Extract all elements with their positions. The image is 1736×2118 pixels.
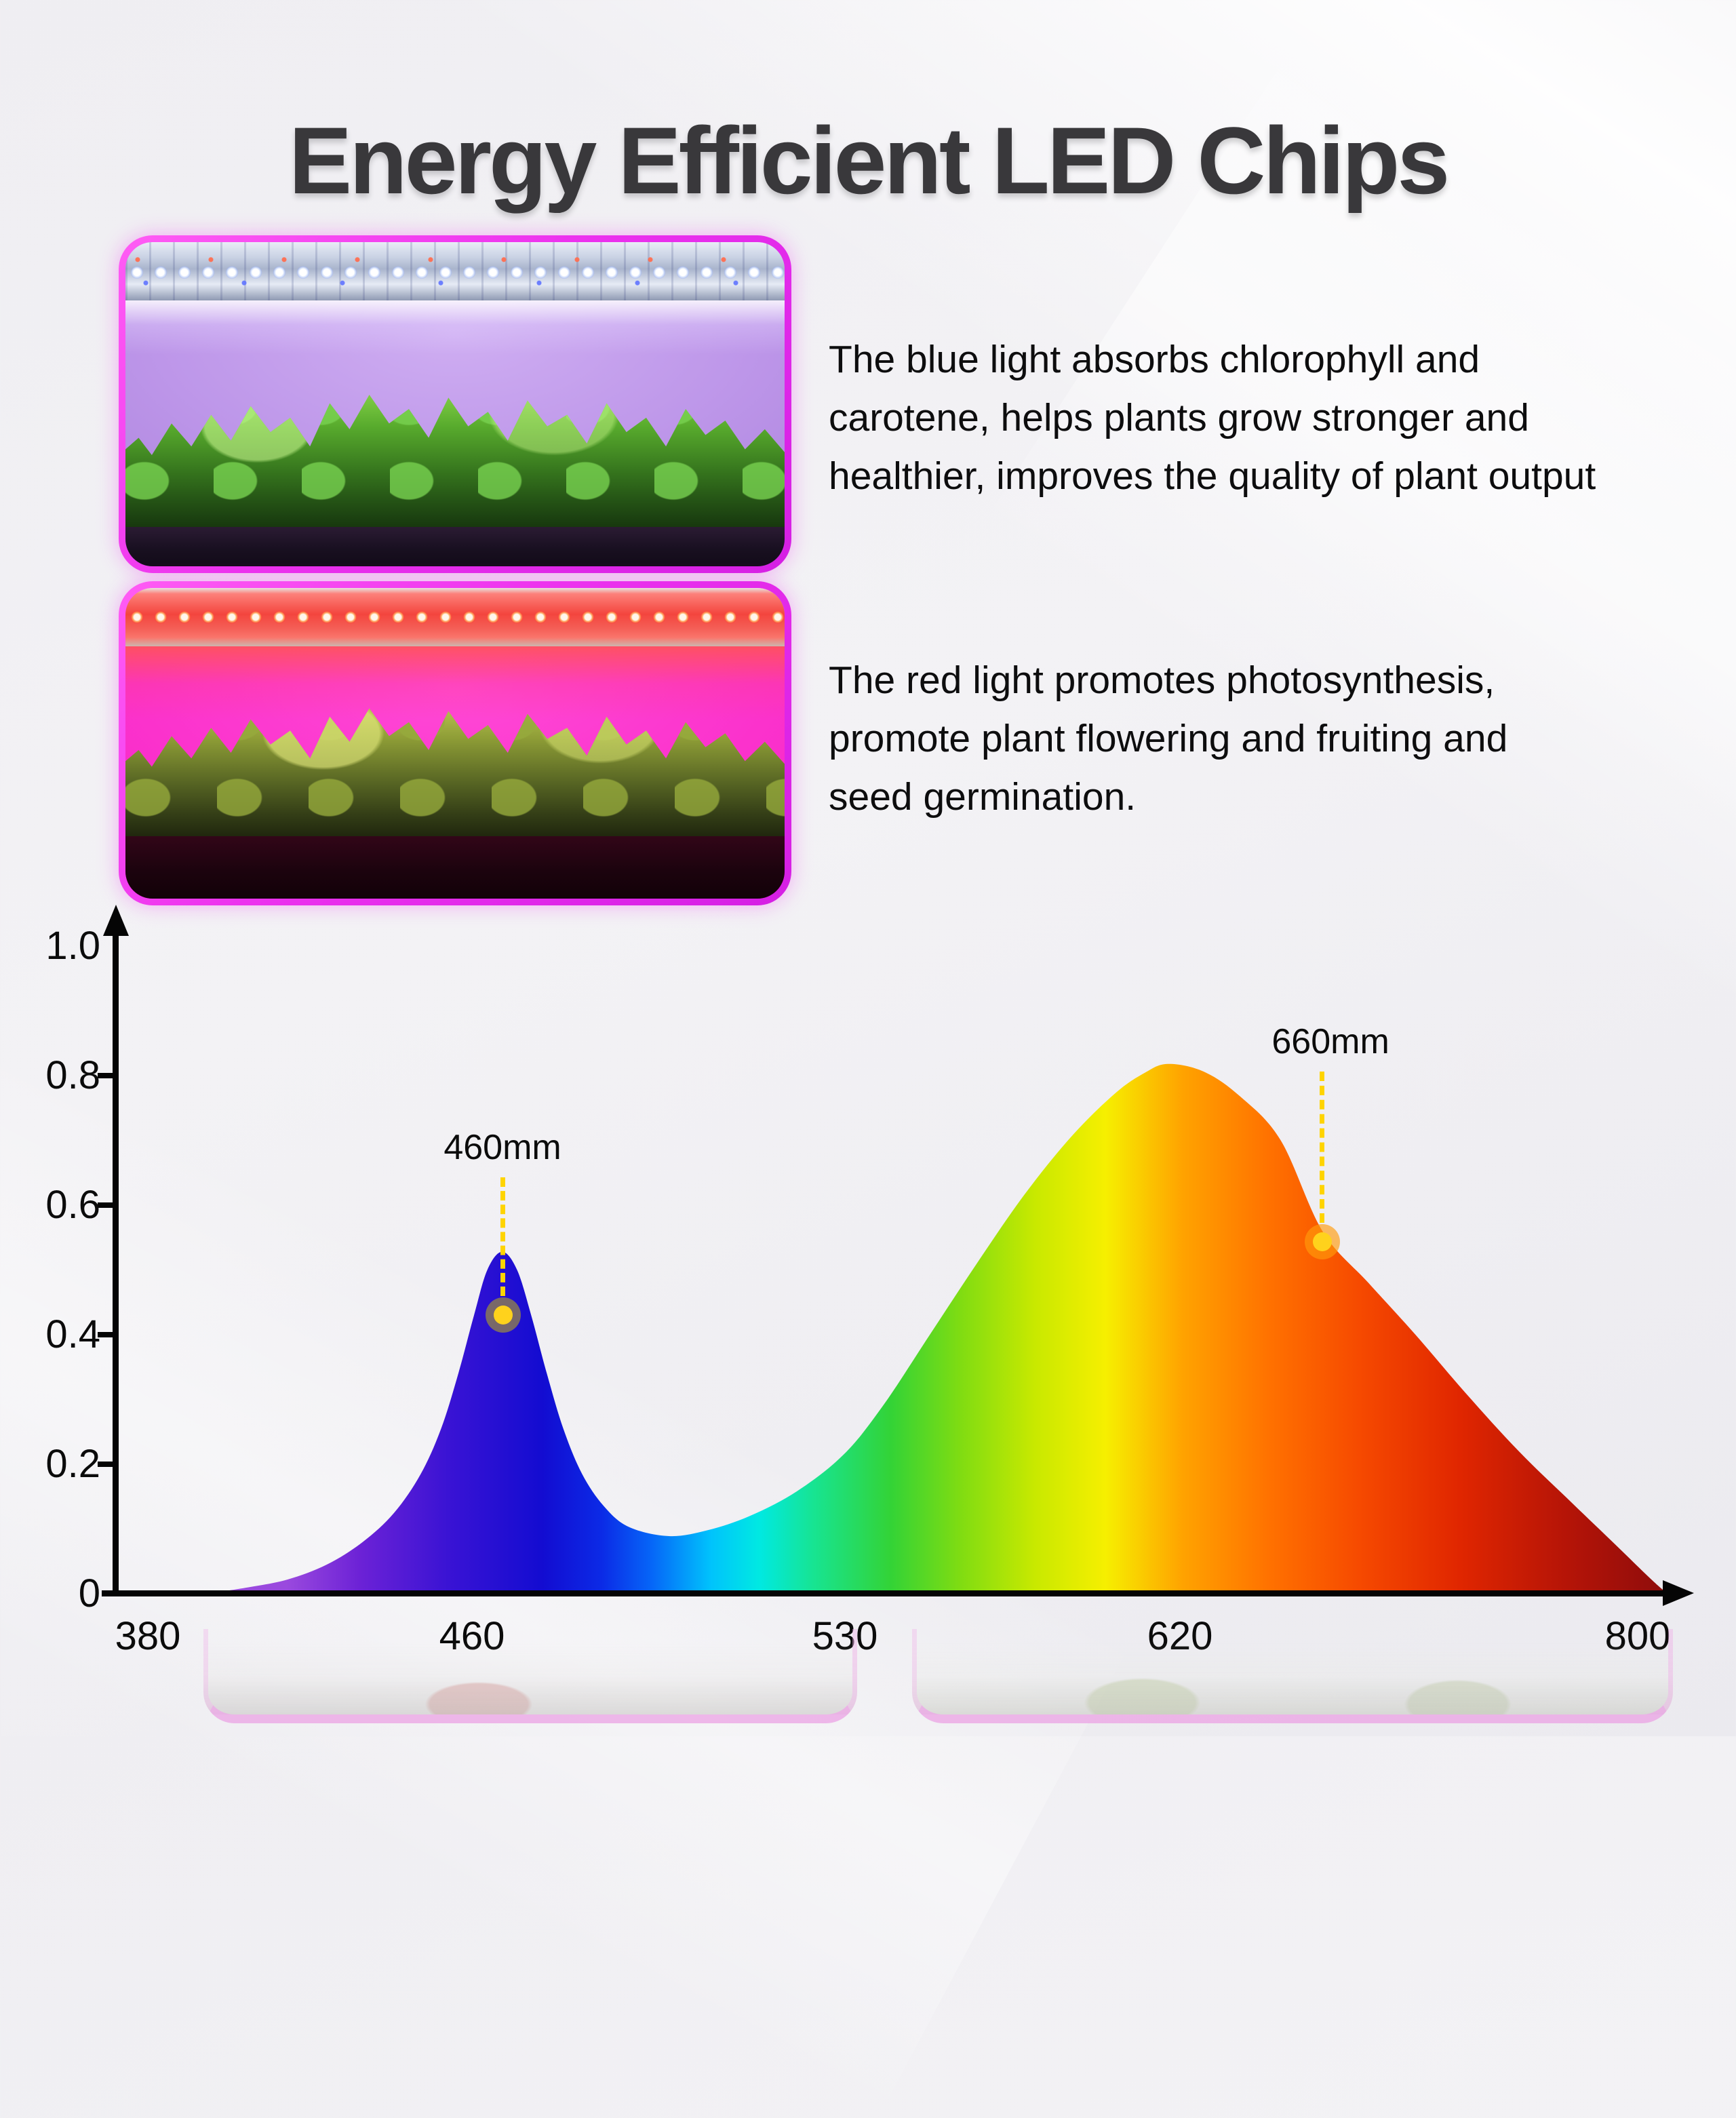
x-axis: [102, 1590, 1667, 1596]
red-led-strip: [125, 588, 785, 646]
spectrum-curve: [205, 1063, 1670, 1594]
faded-next-image-right: [912, 1629, 1673, 1723]
marker-dashed-line: [500, 1177, 505, 1297]
y-axis: [113, 930, 119, 1596]
led-accent-chips-icon: [125, 242, 785, 300]
red-light-photo: [119, 581, 791, 905]
x-axis-arrow-icon: [1663, 1580, 1694, 1606]
y-tick-mark: [98, 1202, 118, 1208]
marker-dashed-line: [1320, 1072, 1325, 1223]
y-tick-label: 0.4: [45, 1312, 100, 1356]
text-line: seed germination.: [829, 775, 1137, 819]
text-line: carotene, helps plants grow stronger and: [829, 396, 1529, 439]
red-light-glow: [125, 646, 785, 721]
x-tick-label: 460: [404, 1617, 540, 1656]
y-tick-mark: [98, 1332, 118, 1337]
spectrum-area-chart: [205, 1063, 1670, 1594]
y-tick-label: 0.6: [45, 1183, 100, 1227]
marker-dot-core: [493, 1306, 513, 1325]
faded-next-image-left: [203, 1629, 857, 1723]
plant-tray: [125, 527, 785, 566]
y-tick-mark: [98, 1073, 118, 1078]
y-tick-mark: [98, 1462, 118, 1467]
red-light-description: The red light promotes photosynthesis, p…: [829, 651, 1736, 826]
peak-label-460: 460mm: [443, 1128, 561, 1167]
text-line: healthier, improves the quality of plant…: [829, 454, 1596, 498]
led-chips-row-icon: [125, 588, 785, 646]
marker-dot: [485, 1297, 521, 1333]
text-line: The blue light absorbs chlorophyll and: [829, 338, 1480, 381]
blue-light-photo: [119, 235, 791, 573]
y-tick-label: 1.0: [45, 924, 100, 968]
x-tick-label: 380: [115, 1614, 181, 1658]
y-tick-label: 0.2: [45, 1442, 100, 1486]
blue-light-glow: [125, 300, 785, 355]
y-tick-label: 0.8: [45, 1053, 100, 1097]
text-line: The red light promotes photosynthesis,: [829, 659, 1495, 702]
red-light-scene: [125, 588, 785, 899]
peak-label-660: 660mm: [1271, 1022, 1389, 1062]
blue-led-strip: [125, 242, 785, 300]
plants-under-blue-light: [125, 394, 785, 527]
blue-light-scene: [125, 242, 785, 566]
y-tick-label: 0: [78, 1571, 100, 1615]
marker-dot: [1305, 1224, 1341, 1260]
page-title: Energy Efficient LED Chips: [288, 106, 1450, 214]
marker-dot-core: [1313, 1232, 1333, 1252]
text-line: promote plant flowering and fruiting and: [829, 717, 1508, 760]
plant-tray: [125, 836, 785, 899]
blue-light-description: The blue light absorbs chlorophyll and c…: [829, 330, 1736, 505]
